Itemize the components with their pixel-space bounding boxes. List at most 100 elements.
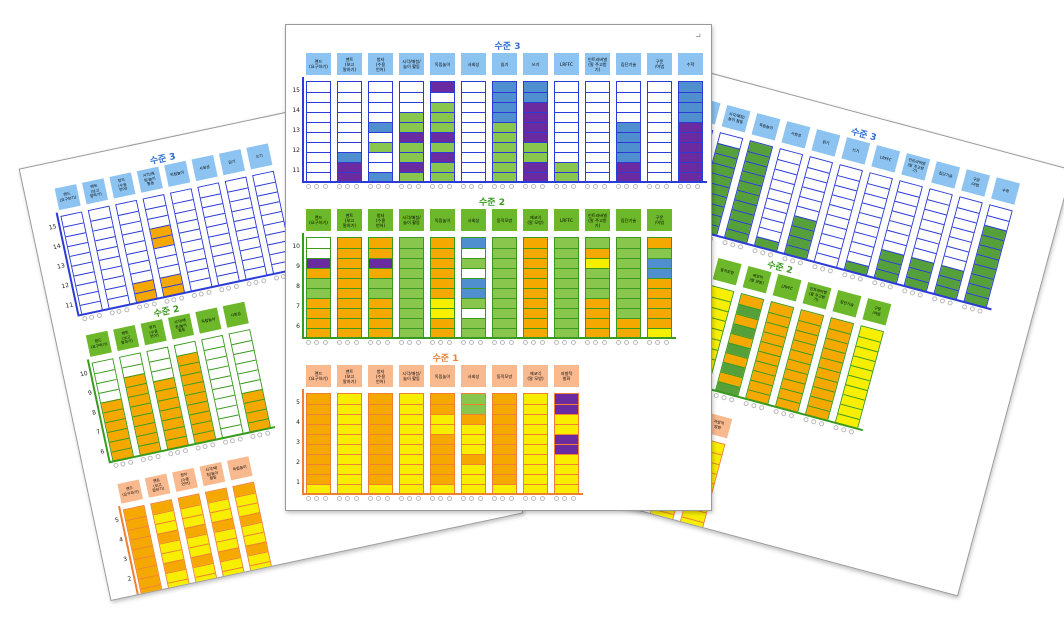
grid-cell bbox=[617, 288, 640, 298]
grid-cell bbox=[400, 474, 423, 484]
grid-cell bbox=[493, 152, 516, 162]
y-tick-label: 13 bbox=[292, 127, 300, 134]
y-axis bbox=[302, 389, 304, 493]
grid-cell bbox=[648, 258, 671, 268]
chart-column bbox=[523, 237, 548, 338]
column-header: 사회성 bbox=[461, 53, 486, 75]
grid-cell bbox=[555, 132, 578, 142]
score-circle bbox=[195, 445, 202, 451]
grid-cell bbox=[431, 474, 454, 484]
grid-cell bbox=[307, 162, 330, 172]
y-axis bbox=[302, 233, 304, 337]
grid-cell bbox=[679, 142, 702, 152]
score-circle bbox=[469, 496, 475, 501]
y-tick-label: 10 bbox=[79, 369, 89, 379]
score-circle bbox=[174, 449, 181, 456]
y-tick-label: 6 bbox=[99, 448, 106, 456]
score-circle bbox=[306, 184, 311, 189]
score-circle bbox=[523, 184, 528, 189]
grid-cell bbox=[400, 82, 423, 92]
grid-cell bbox=[431, 464, 454, 474]
grid-cell bbox=[338, 172, 361, 182]
grid-cell bbox=[338, 132, 361, 142]
grid-cell bbox=[431, 152, 454, 162]
column-header: 청자 (수용 언어) bbox=[109, 172, 136, 199]
grid-cell bbox=[524, 404, 547, 414]
score-circle bbox=[500, 340, 506, 345]
grid-cell bbox=[493, 454, 516, 464]
score-circle bbox=[663, 340, 669, 345]
grid-cell bbox=[617, 122, 640, 132]
chart-column bbox=[585, 237, 610, 338]
chart-column bbox=[461, 237, 486, 338]
grid-cell bbox=[524, 278, 547, 288]
grid-cell bbox=[369, 444, 392, 454]
y-tick-label: 2 bbox=[296, 459, 300, 466]
score-circle bbox=[407, 340, 413, 345]
grid-cell bbox=[493, 278, 516, 288]
score-circle bbox=[622, 523, 629, 530]
y-tick-label: 7 bbox=[296, 303, 300, 310]
grid-cell bbox=[524, 142, 547, 152]
grid-cell bbox=[338, 122, 361, 132]
x-axis bbox=[302, 493, 583, 495]
y-tick-label: 11 bbox=[292, 167, 300, 174]
score-circle bbox=[539, 340, 545, 345]
column-header: 사회성 bbox=[191, 154, 218, 182]
score-circle bbox=[260, 584, 267, 591]
y-tick-label: 2 bbox=[126, 575, 133, 583]
score-circle bbox=[446, 340, 452, 345]
column-header: 에코익 (말 모방) bbox=[523, 209, 548, 231]
chart-column bbox=[554, 237, 579, 338]
grid-cell bbox=[307, 454, 330, 464]
column-header: LRFFC bbox=[871, 145, 901, 173]
grid-cell bbox=[524, 308, 547, 318]
grid-cell bbox=[586, 112, 609, 122]
y-tick-label: 8 bbox=[296, 283, 300, 290]
y-tick-label: 12 bbox=[60, 281, 70, 291]
chart-column bbox=[616, 81, 641, 182]
grid-cell bbox=[170, 588, 192, 602]
score-circle bbox=[376, 184, 382, 189]
grid-cell bbox=[493, 464, 516, 474]
score-circle bbox=[167, 450, 174, 457]
grid-cell bbox=[400, 268, 423, 278]
score-circle bbox=[399, 496, 404, 501]
score-circle bbox=[322, 496, 328, 501]
grid-cell bbox=[369, 112, 392, 122]
grid-cell bbox=[400, 132, 423, 142]
column-header: 맨트 (보고 말하기) bbox=[337, 53, 362, 75]
grid-cell bbox=[307, 268, 330, 278]
score-circle bbox=[508, 496, 514, 501]
grid-cell bbox=[617, 142, 640, 152]
score-circle bbox=[353, 184, 359, 189]
score-circle bbox=[539, 496, 545, 501]
column-header: 랜드 (요구하기) bbox=[306, 209, 331, 231]
chart-column bbox=[430, 393, 455, 494]
grid-cell bbox=[493, 132, 516, 142]
section-title: 수준 3 bbox=[494, 42, 521, 52]
grid-cell bbox=[555, 404, 578, 414]
grid-cell bbox=[338, 278, 361, 288]
score-circle bbox=[253, 279, 260, 286]
grid-cell bbox=[307, 132, 330, 142]
page-mark: ᅴ bbox=[695, 34, 701, 41]
grid-cell bbox=[369, 424, 392, 434]
grid-cell bbox=[586, 142, 609, 152]
score-circle bbox=[368, 496, 373, 501]
y-tick-label: 13 bbox=[56, 262, 66, 271]
grid-cell bbox=[462, 102, 485, 112]
grid-cell bbox=[307, 318, 330, 328]
score-circle bbox=[969, 305, 976, 312]
grid-cell bbox=[555, 328, 578, 338]
chart-column bbox=[523, 393, 548, 494]
chart-column bbox=[647, 81, 672, 182]
score-circle bbox=[818, 420, 825, 427]
grid-cell bbox=[555, 172, 578, 182]
grid-cell bbox=[252, 570, 274, 585]
grid-cell bbox=[369, 248, 392, 258]
score-circle bbox=[233, 590, 240, 597]
score-circle bbox=[154, 453, 161, 460]
grid-cell bbox=[431, 454, 454, 464]
grid-cell bbox=[524, 298, 547, 308]
